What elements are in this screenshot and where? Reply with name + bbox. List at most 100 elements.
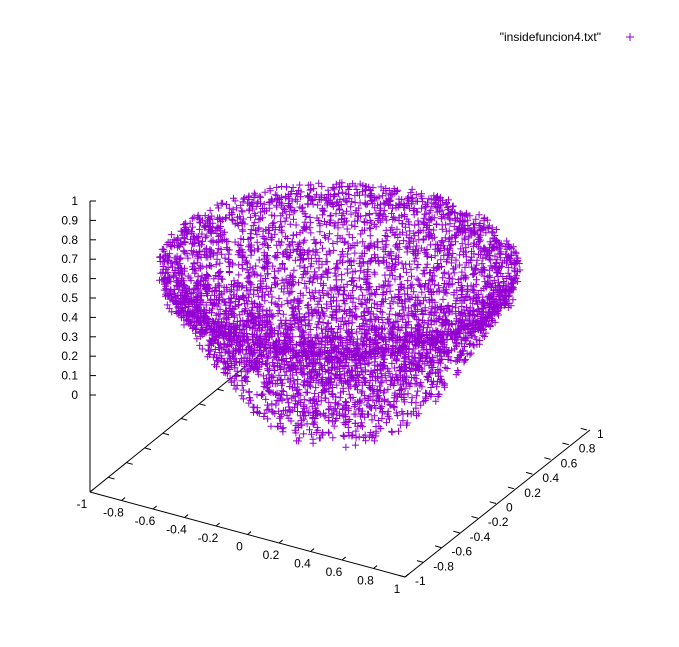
data-point	[447, 357, 455, 364]
data-point	[385, 187, 393, 194]
data-point	[338, 335, 346, 342]
data-point	[430, 233, 438, 241]
data-point	[363, 323, 371, 331]
data-point	[206, 284, 214, 292]
data-point	[271, 267, 278, 275]
data-point	[371, 270, 379, 278]
data-point	[170, 236, 178, 244]
data-point	[379, 297, 387, 305]
data-point	[457, 284, 465, 292]
data-point	[291, 207, 299, 214]
data-point	[467, 340, 475, 348]
data-point	[507, 279, 515, 287]
data-point	[504, 241, 512, 249]
data-point	[249, 349, 257, 357]
data-point	[286, 288, 294, 296]
data-point	[310, 344, 318, 352]
data-point	[196, 242, 204, 250]
data-point	[394, 299, 402, 307]
data-point	[184, 316, 192, 324]
data-point	[435, 263, 443, 271]
data-point	[439, 295, 447, 303]
data-point	[268, 293, 276, 301]
data-point	[434, 244, 442, 252]
data-point	[421, 204, 429, 212]
data-point	[181, 228, 189, 236]
data-point	[286, 334, 294, 342]
data-point	[261, 188, 269, 196]
data-point	[310, 295, 318, 302]
data-point	[466, 351, 474, 359]
data-point	[282, 316, 290, 324]
data-point	[240, 299, 248, 307]
data-point	[245, 366, 253, 374]
data-point	[209, 219, 217, 227]
data-point	[338, 276, 346, 284]
data-point	[226, 288, 234, 296]
data-point	[162, 269, 170, 277]
data-point	[332, 272, 340, 280]
data-point	[359, 291, 367, 299]
data-point	[342, 406, 350, 414]
data-point	[472, 335, 480, 343]
data-point	[318, 204, 326, 212]
data-point	[394, 186, 402, 194]
data-point	[262, 282, 270, 290]
data-point	[379, 291, 387, 298]
data-point	[415, 299, 423, 307]
x-tick	[341, 556, 346, 561]
data-point	[322, 326, 330, 334]
data-point	[438, 355, 446, 363]
data-point	[344, 240, 352, 248]
data-point	[264, 312, 272, 320]
data-point	[480, 217, 488, 225]
data-point	[187, 277, 195, 285]
data-point	[395, 245, 403, 253]
data-point	[418, 334, 425, 342]
data-point	[395, 213, 403, 221]
data-point	[237, 201, 245, 209]
data-point	[197, 278, 205, 286]
data-point	[351, 303, 359, 311]
data-point	[376, 212, 384, 220]
data-point	[456, 251, 464, 259]
data-point	[370, 345, 378, 353]
data-point	[372, 291, 380, 298]
data-point	[333, 415, 341, 422]
data-point	[382, 241, 390, 249]
y-tick	[562, 442, 569, 446]
data-point	[409, 207, 417, 214]
data-point	[417, 192, 425, 200]
data-point	[294, 186, 302, 194]
data-point	[272, 252, 280, 260]
data-point	[209, 251, 217, 259]
data-point	[190, 311, 198, 319]
data-point	[426, 370, 433, 377]
data-point	[411, 313, 419, 321]
data-point	[336, 206, 343, 214]
data-point	[420, 346, 428, 354]
data-point	[382, 216, 390, 224]
data-point	[369, 431, 377, 439]
data-point	[204, 291, 211, 299]
data-point	[424, 199, 431, 207]
data-point	[387, 249, 395, 257]
data-point	[423, 349, 431, 357]
data-point	[273, 203, 281, 211]
data-point	[376, 404, 384, 412]
data-point	[340, 419, 348, 427]
data-point	[299, 208, 307, 216]
data-point	[392, 311, 400, 319]
data-point	[443, 289, 451, 297]
data-point	[407, 410, 415, 418]
data-point	[314, 201, 322, 209]
data-point	[303, 302, 311, 310]
y-tick	[434, 545, 442, 549]
data-point	[360, 258, 368, 266]
data-point	[419, 198, 427, 206]
data-point	[220, 343, 228, 351]
y-tick-label: 1	[597, 427, 604, 441]
data-point	[214, 282, 222, 290]
data-point	[482, 329, 490, 337]
data-point	[274, 351, 282, 359]
